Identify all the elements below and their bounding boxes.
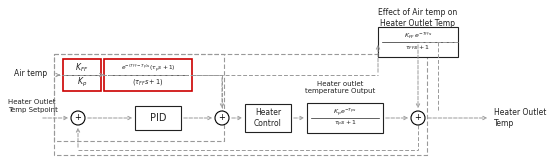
Text: $\tau_{FF}s+1$: $\tau_{FF}s+1$ — [405, 43, 431, 52]
Bar — [378, 27, 458, 57]
Text: Air temp: Air temp — [14, 69, 47, 78]
Bar — [104, 59, 192, 91]
Text: $e^{-(T_{FF}-T_p)s}(\tau_p s+1)$: $e^{-(T_{FF}-T_p)s}(\tau_p s+1)$ — [120, 62, 175, 74]
Bar — [63, 59, 101, 91]
Text: $K_p e^{-T_{p}s}$: $K_p e^{-T_{p}s}$ — [333, 106, 357, 118]
Text: Heater outlet
temperature Output: Heater outlet temperature Output — [305, 81, 375, 94]
Text: $K_p$: $K_p$ — [77, 76, 87, 88]
Circle shape — [71, 111, 85, 125]
Text: Effect of Air temp on
Heater Outlet Temp: Effect of Air temp on Heater Outlet Temp — [378, 8, 458, 28]
Text: $\tau_p s+1$: $\tau_p s+1$ — [333, 119, 356, 129]
Text: Heater Outlet
Temp: Heater Outlet Temp — [494, 108, 546, 128]
Text: $K_{FF}$: $K_{FF}$ — [75, 62, 89, 74]
Text: +: + — [218, 114, 226, 123]
Bar — [135, 106, 181, 130]
Text: +: + — [415, 114, 421, 123]
Text: Heater Outlet
Temp Setpoint: Heater Outlet Temp Setpoint — [8, 99, 58, 113]
Circle shape — [411, 111, 425, 125]
Bar — [245, 104, 291, 132]
Text: PID: PID — [150, 113, 166, 123]
Bar — [54, 54, 427, 155]
Circle shape — [215, 111, 229, 125]
Text: $(\tau_{FF}s+1)$: $(\tau_{FF}s+1)$ — [132, 77, 164, 87]
Text: Heater
Control: Heater Control — [254, 108, 282, 128]
Bar — [54, 54, 224, 141]
Text: +: + — [75, 114, 81, 123]
Bar — [307, 103, 383, 133]
Text: $K_{FF}\, e^{-T_{FF}s}$: $K_{FF}\, e^{-T_{FF}s}$ — [404, 31, 432, 41]
